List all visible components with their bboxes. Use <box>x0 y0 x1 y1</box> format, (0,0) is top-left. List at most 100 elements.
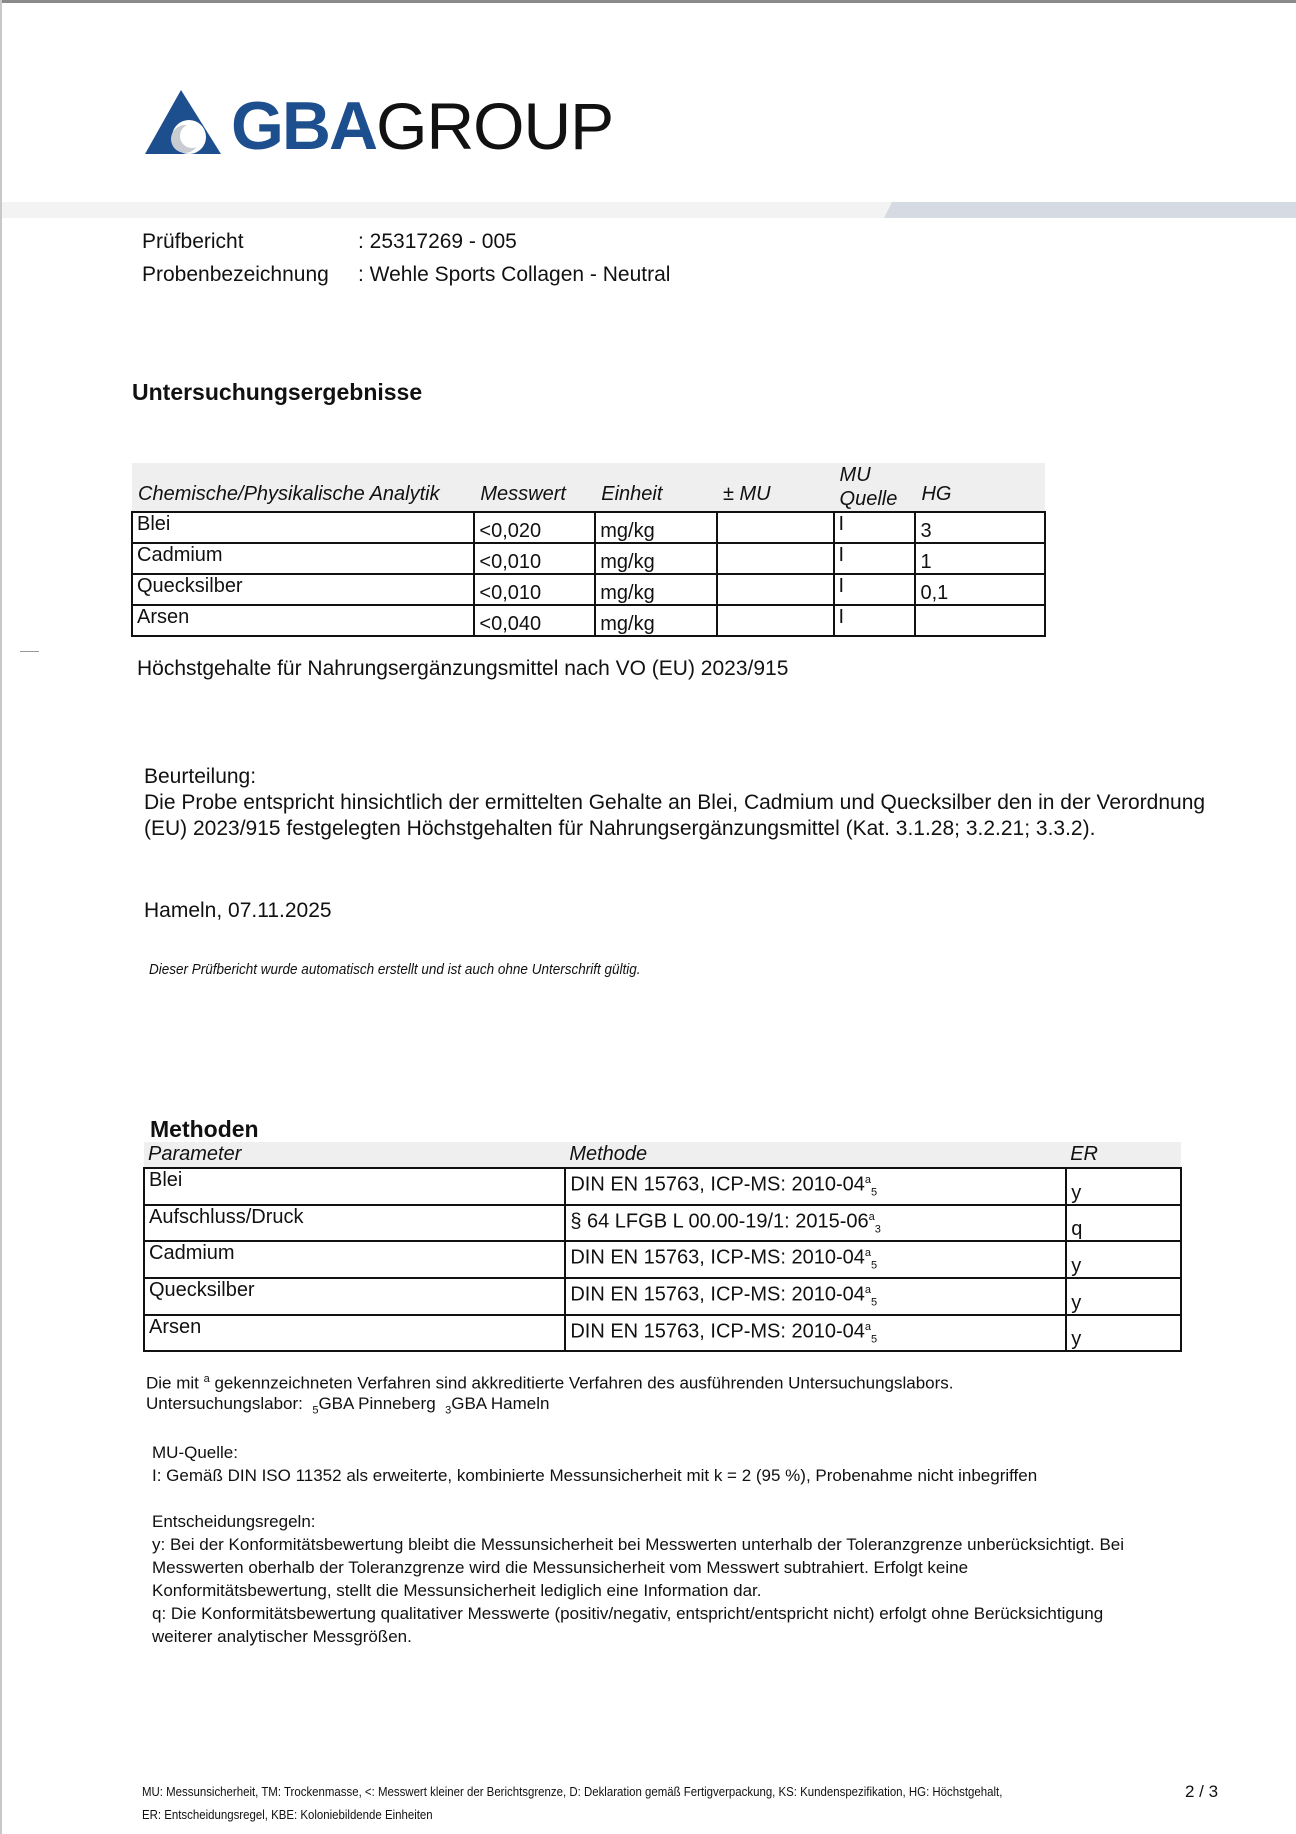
lab-label: Untersuchungslabor: <box>146 1394 313 1413</box>
cell-value: <0,040 <box>473 604 597 637</box>
lab-index: 3 <box>445 1404 452 1417</box>
cell-value: <0,010 <box>473 542 597 575</box>
decision-rules-line: Messwerten oberhalb der Toleranzgrenze w… <box>152 1558 969 1577</box>
method-text: DIN EN 15763, ICP-MS: 2010-04 <box>570 1320 865 1343</box>
col-header-einheit: Einheit <box>595 463 717 512</box>
table-row: Blei <0,020 mg/kg I 3 <box>130 511 1046 544</box>
cell-name: Cadmium <box>130 542 476 575</box>
cell-er: y <box>1065 1240 1182 1279</box>
cell-hg: 0,1 <box>914 573 1046 606</box>
cell-mu-source: I <box>832 573 917 606</box>
methods-table: Parameter Methode ER Blei DIN EN 15763, … <box>142 1142 1182 1353</box>
accreditation-note: Die mit a gekennzeichneten Verfahren sin… <box>146 1373 954 1394</box>
cell-unit: mg/kg <box>594 604 718 637</box>
cell-mu-source: I <box>832 511 917 544</box>
footer-abbreviations-2: ER: Entscheidungsregel, KBE: Koloniebild… <box>142 1807 433 1822</box>
results-header-row: Chemische/Physikalische Analytik Messwer… <box>132 463 1045 512</box>
footer-abbreviations-1: MU: Messunsicherheit, TM: Trockenmasse, … <box>142 1784 1003 1799</box>
col-header-mu-quelle: MU Quelle <box>833 463 916 512</box>
logo-text-gba: GBA <box>231 88 378 164</box>
page-left-border <box>0 0 2 1834</box>
sample-name: : Wehle Sports Collagen - Neutral <box>358 263 671 286</box>
col-header-methode: Methode <box>565 1142 1067 1168</box>
methods-header-row: Parameter Methode ER <box>144 1142 1181 1168</box>
lab-index: 5 <box>312 1404 319 1417</box>
col-header-er: ER <box>1066 1142 1181 1168</box>
cell-mu <box>715 604 835 637</box>
cell-method: DIN EN 15763, ICP-MS: 2010-04a5 <box>564 1167 1068 1206</box>
decision-rules-label: Entscheidungsregeln: <box>152 1512 316 1531</box>
cell-method: DIN EN 15763, ICP-MS: 2010-04a5 <box>564 1313 1068 1353</box>
table-row: Blei DIN EN 15763, ICP-MS: 2010-04a5 y <box>142 1167 1182 1206</box>
lab-index: 5 <box>871 1259 878 1272</box>
results-title: Untersuchungsergebnisse <box>132 379 423 405</box>
methods-title: Methoden <box>150 1116 259 1142</box>
lab-index: 5 <box>871 1333 878 1346</box>
lab-pinneberg: GBA Pinneberg <box>318 1394 446 1413</box>
cell-mu <box>715 542 835 575</box>
cell-unit: mg/kg <box>594 511 718 544</box>
table-row: Quecksilber <0,010 mg/kg I 0,1 <box>130 573 1046 606</box>
method-text: § 64 LFGB L 00.00-19/1: 2015-06 <box>570 1210 869 1233</box>
gba-group-logo: GBA GROUP <box>145 86 614 164</box>
table-row: Quecksilber DIN EN 15763, ICP-MS: 2010-0… <box>142 1276 1182 1316</box>
cell-mu <box>715 511 835 544</box>
lab-index: 3 <box>874 1223 881 1236</box>
margin-mark <box>20 651 39 652</box>
col-header-messwert: Messwert <box>474 463 596 512</box>
mu-source-text: I: Gemäß DIN ISO 11352 als erweiterte, k… <box>152 1466 1038 1485</box>
page-number: 2 / 3 <box>1185 1782 1219 1801</box>
accredited-mark: a <box>864 1174 872 1186</box>
page-top-border <box>0 0 1296 3</box>
col-header-mu: ± MU <box>716 463 834 512</box>
cell-parameter: Arsen <box>142 1313 567 1353</box>
cell-mu-source: I <box>832 542 917 575</box>
header-band <box>2 202 892 218</box>
place-date: Hameln, 07.11.2025 <box>144 899 332 922</box>
accredited-mark: a <box>864 1283 872 1296</box>
cell-parameter: Quecksilber <box>142 1276 567 1316</box>
cell-mu <box>715 573 835 606</box>
assessment-label: Beurteilung: <box>144 765 257 788</box>
accredited-mark: a <box>864 1320 872 1333</box>
report-label: Prüfbericht <box>142 230 244 253</box>
cell-hg: 1 <box>914 542 1046 575</box>
cell-hg <box>914 604 1046 637</box>
table-row: Arsen <0,040 mg/kg I <box>130 604 1046 637</box>
col-header-analytik: Chemische/Physikalische Analytik <box>132 463 475 512</box>
cell-er: y <box>1065 1167 1182 1206</box>
logo-text-group: GROUP <box>376 89 614 163</box>
table-row: Arsen DIN EN 15763, ICP-MS: 2010-04a5 y <box>142 1313 1182 1353</box>
table-row: Cadmium DIN EN 15763, ICP-MS: 2010-04a5 … <box>142 1240 1182 1279</box>
lab-hameln: GBA Hameln <box>451 1394 550 1413</box>
accredited-mark: a <box>864 1247 872 1260</box>
method-text: DIN EN 15763, ICP-MS: 2010-04 <box>570 1283 865 1306</box>
lab-index: 5 <box>871 1296 878 1309</box>
cell-parameter: Cadmium <box>142 1240 567 1279</box>
decision-rules-line: weiterer analytischer Messgrößen. <box>152 1627 412 1646</box>
accredited-mark: a <box>868 1210 875 1223</box>
cell-unit: mg/kg <box>594 573 718 606</box>
cell-value: <0,020 <box>473 511 597 544</box>
cell-name: Arsen <box>130 604 476 637</box>
results-table: Chemische/Physikalische Analytik Messwer… <box>130 463 1046 637</box>
decision-rules-line: y: Bei der Konformitätsbewertung bleibt … <box>152 1535 1125 1554</box>
accredited-mark: a <box>203 1373 210 1385</box>
decision-rules-line: q: Die Konformitätsbewertung qualitative… <box>152 1604 1104 1623</box>
assessment-line-1: Die Probe entspricht hinsichtlich der er… <box>144 791 1206 814</box>
cell-name: Quecksilber <box>130 573 476 606</box>
cell-parameter: Aufschluss/Druck <box>142 1203 567 1243</box>
cell-er: y <box>1065 1313 1182 1353</box>
col-header-hg: HG <box>915 463 1045 512</box>
table-row: Aufschluss/Druck § 64 LFGB L 00.00-19/1:… <box>142 1203 1182 1243</box>
table-row: Cadmium <0,010 mg/kg I 1 <box>130 542 1046 575</box>
header-band-accent <box>884 202 1296 218</box>
method-text: DIN EN 15763, ICP-MS: 2010-04 <box>570 1173 865 1196</box>
lab-index: 5 <box>871 1186 878 1199</box>
assessment-line-2: (EU) 2023/915 festgelegten Höchstgehalte… <box>144 817 1096 840</box>
decision-rules-line: Konformitätsbewertung, stellt die Messun… <box>152 1581 762 1600</box>
cell-method: DIN EN 15763, ICP-MS: 2010-04a5 <box>564 1240 1068 1279</box>
auto-generated-note: Dieser Prüfbericht wurde automatisch ers… <box>149 961 641 978</box>
accreditation-pre: Die mit <box>146 1373 204 1393</box>
cell-unit: mg/kg <box>594 542 718 575</box>
